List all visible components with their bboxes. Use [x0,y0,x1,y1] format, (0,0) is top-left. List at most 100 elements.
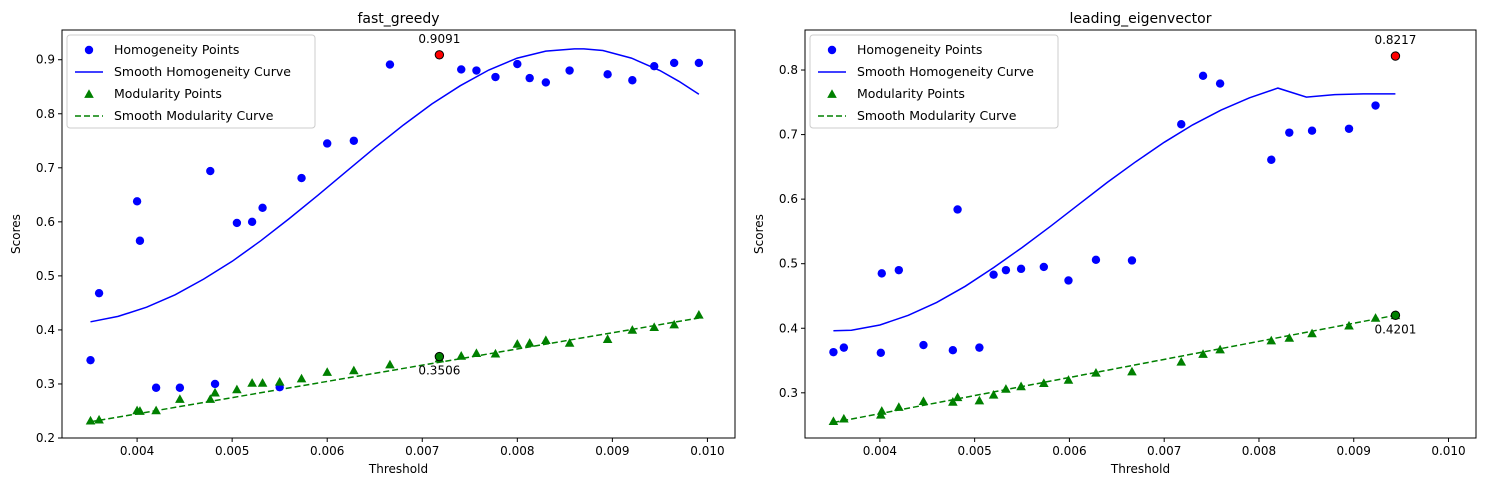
chart-title: fast_greedy [357,11,439,27]
modularity-point [1176,357,1187,366]
modularity-point [952,392,963,402]
legend-label: Modularity Points [114,86,222,101]
annotation-label: 0.3506 [418,364,460,378]
legend-label: Smooth Homogeneity Curve [114,64,291,79]
modularity-point [1001,384,1011,393]
axes-frame [804,29,1477,439]
modularity-point [669,319,679,329]
modularity-point [602,334,613,343]
legend-label: Homogeneity Points [114,42,239,57]
homogeneity-point [151,383,161,392]
chart-panel-fast-greedy: fast_greedy 0.004 0.005 0.006 0.007 0.008 0.00… [9,11,736,476]
homogeneity-point [135,236,145,245]
homogeneity-point [877,269,886,278]
modularity-point [918,396,929,406]
homogeneity-point [1039,262,1049,272]
modularity-point [205,394,216,403]
homogeneity-point [513,59,522,69]
legend-circle-marker [84,45,94,55]
x-tick-label: 0.005 [215,444,249,458]
modularity-point [247,378,257,387]
homogeneity-point [491,72,500,82]
homogeneity-point [694,58,704,68]
x-tick-label: 0.009 [1337,444,1371,458]
homogeneity-point [175,383,185,392]
legend: Homogeneity Points Smooth Homogeneity Cur… [809,34,1059,129]
modularity-point [349,365,359,375]
y-tick-label: 0.4 [36,323,55,337]
homogeneity-point [94,288,104,298]
y-tick-label: 0.2 [36,431,55,445]
chart-panel-leading-eigenvector: leading_eigenvector 0.004 0.005 0.006 0.007 0… [752,11,1477,476]
y-tick-label: 0.3 [779,386,798,400]
legend-box [66,34,316,129]
homogeneity-point [541,78,551,87]
homogeneity-point [919,340,928,350]
homogeneity-point [628,76,637,85]
modularity-point [839,413,849,423]
homogeneity-point [565,66,574,75]
homogeneity-point [1198,71,1208,81]
homogeneity-point [258,203,267,212]
homogeneity-point [323,139,332,148]
homogeneity-point [206,166,215,176]
x-tick-label: 0.004 [120,444,154,458]
homogeneity-point [1307,126,1317,135]
modularity-point [1198,349,1208,358]
smooth-modularity-curve [90,317,700,423]
homogeneity-point [603,70,612,79]
modularity-point [1016,381,1026,391]
homogeneity-point [1371,101,1380,110]
axes-frame [61,29,736,439]
x-tick-label: 0.009 [595,444,629,458]
modularity-point [1215,344,1225,354]
legend-label: Smooth Modularity Curve [857,108,1017,123]
modularity-point [1307,328,1317,338]
modularity-point [828,416,839,426]
y-tick-label: 0.8 [779,63,798,77]
homogeneity-point [1215,79,1225,88]
homogeneity-point [975,343,984,352]
homogeneity-point [953,205,962,214]
highlight-point [434,351,445,362]
homogeneity-point [349,136,359,145]
homogeneity-point [839,343,849,352]
modularity-point [1091,367,1101,377]
homogeneity-point [232,218,242,228]
annotation-label: 0.4201 [1374,322,1416,336]
x-axis-label: Threshold [368,462,428,476]
homogeneity-point [86,355,95,365]
y-tick-label: 0.7 [779,128,798,142]
x-tick-label: 0.008 [1242,444,1276,458]
homogeneity-point [1064,276,1073,285]
x-tick-label: 0.010 [1431,444,1465,458]
homogeneity-point [525,73,534,83]
annotation-label: 0.8217 [1374,33,1416,47]
homogeneity-point [457,65,466,74]
modularity-point [232,384,242,394]
modularity-point [471,348,482,357]
homogeneity-point [1267,155,1276,164]
homogeneity-point [1344,124,1354,133]
x-tick-label: 0.006 [310,444,344,458]
x-tick-label: 0.007 [1147,444,1181,458]
modularity-point [1063,375,1074,384]
modularity-point [1127,366,1137,376]
homogeneity-point [948,346,958,355]
y-tick-label: 0.4 [779,321,798,335]
homogeneity-point [1127,256,1137,265]
modularity-point [151,405,161,415]
y-tick-label: 0.5 [779,257,798,271]
y-tick-label: 0.9 [36,53,55,67]
smooth-homogeneity-curve [90,48,700,323]
modularity-point [894,402,904,411]
x-tick-label: 0.007 [405,444,439,458]
x-tick-label: 0.008 [500,444,534,458]
y-tick-label: 0.5 [36,269,55,283]
homogeneity-point [1091,255,1101,265]
modularity-point [627,325,638,334]
modularity-point [649,322,660,332]
homogeneity-point [1177,120,1186,129]
modularity-point [1039,378,1049,387]
homogeneity-point [1285,128,1294,137]
